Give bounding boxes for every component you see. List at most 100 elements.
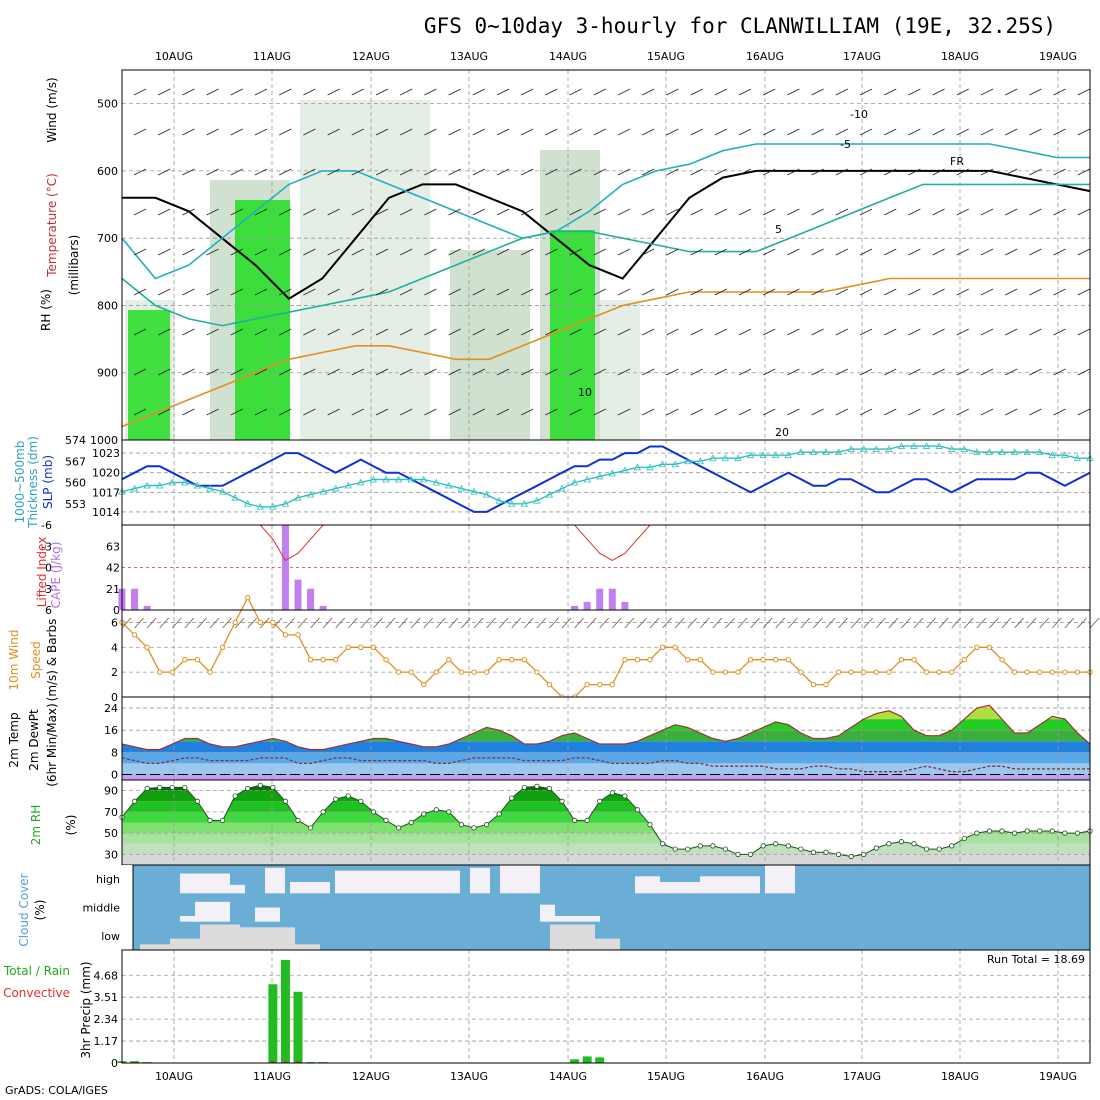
wind-speed-marker xyxy=(471,669,477,675)
surface-wind-barb xyxy=(398,617,408,629)
wind-barb xyxy=(230,408,244,416)
surface-wind-barb xyxy=(1039,617,1050,629)
surface-wind-barb xyxy=(385,617,396,629)
thickness-marker xyxy=(130,484,139,492)
wind-barb xyxy=(230,368,244,376)
thickness-marker xyxy=(256,502,264,510)
wind-barb xyxy=(206,288,219,296)
wind-ylabels: 10m Wind Speed (m/s) & Barbs xyxy=(7,619,59,702)
wind-barb xyxy=(932,128,945,136)
precip-bar xyxy=(570,1059,580,1063)
wind-barb xyxy=(1077,88,1091,96)
rh-marker xyxy=(1037,828,1043,834)
rh-marker xyxy=(509,795,515,801)
rh-marker xyxy=(370,809,377,815)
surface-wind-barb xyxy=(574,617,584,629)
surface-wind-barb xyxy=(976,617,987,629)
date-label-top: 11AUG xyxy=(253,50,291,63)
surface-wind-barb xyxy=(901,617,911,629)
wind-barb xyxy=(1004,408,1018,416)
rh-marker xyxy=(735,851,741,857)
thickness-marker xyxy=(985,448,994,456)
thickness-marker xyxy=(357,478,365,486)
wind-barb xyxy=(980,168,994,176)
wind-barb xyxy=(1077,328,1091,336)
y-tick-thickness: 560 xyxy=(65,477,86,490)
wind-barb xyxy=(399,168,413,176)
wind-barb xyxy=(496,248,510,256)
surface-wind-barb xyxy=(473,617,484,629)
rh-marker xyxy=(685,846,691,852)
wind-speed-marker xyxy=(986,644,993,650)
rh-marker xyxy=(861,851,867,857)
wind-barb xyxy=(520,248,534,256)
wind-barb xyxy=(738,408,752,416)
wind-barb xyxy=(883,88,897,96)
thickness-marker xyxy=(633,463,642,471)
wind-barb xyxy=(375,288,389,296)
wind-barb xyxy=(206,168,219,176)
surface-wind-barb xyxy=(197,617,207,629)
wind-barb xyxy=(472,368,486,376)
rh-marker xyxy=(282,798,289,804)
thickness-marker xyxy=(834,448,843,456)
wind-speed-marker xyxy=(257,619,263,626)
wind-barb xyxy=(520,168,534,176)
wind-barb xyxy=(230,288,244,296)
thickness-marker xyxy=(621,466,629,474)
surface-wind-barb xyxy=(913,617,924,629)
wind-barb xyxy=(811,248,824,256)
surface-wind-barb xyxy=(121,617,132,629)
wind-barb xyxy=(254,168,268,176)
wind-barb xyxy=(375,328,389,336)
y-tick-cloud: middle xyxy=(82,902,120,915)
rh-marker xyxy=(345,793,351,799)
wind-barb xyxy=(811,168,824,176)
y-tick-slp: 1020 xyxy=(92,467,120,480)
wind-barb xyxy=(714,88,728,96)
wind-barb xyxy=(399,408,413,416)
surface-wind-barb xyxy=(762,617,773,629)
thickness-marker xyxy=(658,460,667,468)
wind-speed-marker xyxy=(282,632,289,638)
rh-marker xyxy=(999,828,1005,834)
wind-barb xyxy=(424,88,437,96)
thickness-marker xyxy=(156,481,164,489)
wind-barb xyxy=(206,128,219,136)
date-label-bottom: 13AUG xyxy=(450,1070,488,1083)
wind-barb xyxy=(375,408,389,416)
wind-barb xyxy=(980,408,994,416)
rh-marker xyxy=(961,835,967,842)
wind-barb xyxy=(1004,88,1018,96)
cloud-high xyxy=(335,870,460,894)
wind-barb xyxy=(496,288,510,296)
date-label-bottom: 11AUG xyxy=(253,1070,291,1083)
y-tick-wind: 4 xyxy=(111,641,118,654)
wind-barb xyxy=(157,168,171,176)
rh-marker xyxy=(785,843,791,849)
ylabel-thickness: Thickness (dm) xyxy=(26,436,40,529)
wind-barb xyxy=(424,208,437,216)
dewpoint-line xyxy=(121,757,1090,773)
wind-barb xyxy=(496,408,510,416)
surface-wind-barb xyxy=(347,617,358,629)
convective-bar xyxy=(296,1061,300,1063)
wind-barb xyxy=(738,168,752,176)
y-tick-rh: 70 xyxy=(104,806,118,819)
wind-barb xyxy=(932,168,945,176)
cloud-middle xyxy=(255,907,280,922)
wind-barb xyxy=(883,408,897,416)
wind-barb xyxy=(1053,128,1066,136)
wind-barb xyxy=(496,128,510,136)
rh-marker xyxy=(936,846,942,852)
wind-barb xyxy=(980,248,994,256)
wind-barb xyxy=(569,168,582,176)
surface-wind-barb xyxy=(662,617,672,629)
date-label-bottom: 18AUG xyxy=(941,1070,979,1083)
precip-bar xyxy=(280,959,290,1063)
wind-barb xyxy=(787,408,800,416)
thickness-marker xyxy=(545,490,554,498)
wind-barb xyxy=(569,328,582,336)
wind-barb xyxy=(932,368,945,376)
thickness-marker xyxy=(306,490,315,498)
